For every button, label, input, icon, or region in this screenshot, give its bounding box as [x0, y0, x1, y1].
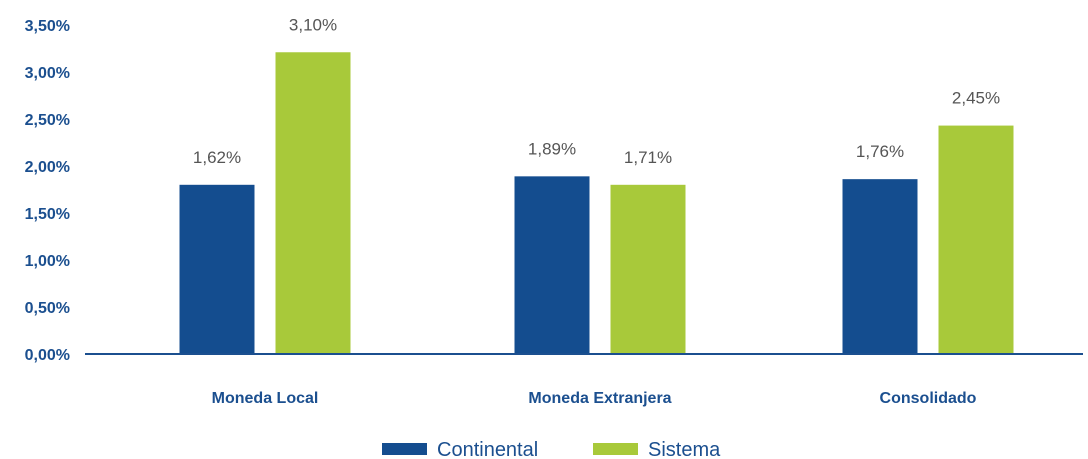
legend-swatch-sistema — [593, 443, 638, 455]
y-tick-label: 0,50% — [25, 300, 70, 317]
x-category-label: Moneda Extranjera — [528, 390, 671, 407]
x-category-label: Consolidado — [880, 390, 977, 407]
legend: Continental Sistema — [382, 439, 721, 459]
category-labels: Moneda Local Moneda Extranjera Consolidado — [212, 390, 977, 407]
bar-continental-3 — [842, 179, 918, 354]
y-tick-label: 1,00% — [25, 253, 70, 270]
y-tick-label: 3,00% — [25, 65, 70, 82]
y-axis-ticks: 0,00% 0,50% 1,00% 1,50% 2,00% 2,50% 3,00% 3,50% — [25, 18, 70, 364]
data-label: 3,10% — [289, 15, 337, 34]
data-label: 1,62% — [193, 148, 241, 167]
bar-continental-2 — [514, 176, 590, 354]
y-tick-label: 3,50% — [25, 18, 70, 35]
data-label: 1,89% — [528, 139, 576, 158]
y-tick-label: 0,00% — [25, 347, 70, 364]
bar-sistema-3 — [938, 125, 1014, 354]
data-label: 1,71% — [624, 148, 672, 167]
legend-label-sistema: Sistema — [648, 439, 721, 459]
bars — [179, 52, 1014, 354]
bar-sistema-1 — [275, 52, 351, 354]
data-labels: 1,62% 3,10% 1,89% 1,71% 1,76% 2,45% — [193, 15, 1000, 167]
y-tick-label: 2,00% — [25, 159, 70, 176]
x-category-label: Moneda Local — [212, 390, 319, 407]
y-tick-label: 1,50% — [25, 206, 70, 223]
y-tick-label: 2,50% — [25, 112, 70, 129]
legend-swatch-continental — [382, 443, 427, 455]
bar-sistema-2 — [610, 184, 686, 354]
data-label: 1,76% — [856, 142, 904, 161]
legend-label-continental: Continental — [437, 439, 538, 459]
data-label: 2,45% — [952, 89, 1000, 108]
bar-continental-1 — [179, 184, 255, 354]
